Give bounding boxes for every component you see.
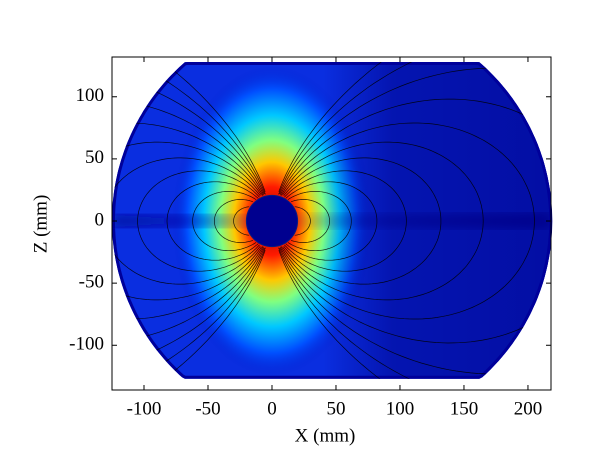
streamline: [233, 206, 250, 236]
streamline: [112, 141, 262, 301]
streamline: [279, 98, 553, 344]
field-null-band: [112, 214, 272, 228]
streamline: [112, 98, 264, 344]
field-null-band: [271, 213, 551, 229]
x-tick-label: 100: [386, 398, 415, 419]
streamline: [278, 62, 553, 379]
y-tick-label: -50: [79, 272, 104, 293]
streamline: [287, 191, 352, 252]
streamline: [279, 67, 553, 375]
streamline: [284, 170, 407, 272]
x-tick-label: 150: [450, 398, 479, 419]
streamline: [290, 199, 330, 243]
streamline: [137, 170, 260, 272]
streamline: [112, 157, 261, 285]
plot-frame: [111, 56, 552, 391]
y-tick-label: 100: [76, 85, 105, 106]
y-tick-label: -100: [69, 334, 104, 355]
y-axis-label: Z (mm): [30, 195, 51, 254]
streamline: [112, 67, 265, 375]
streamline: [112, 122, 264, 320]
x-tick-label: 200: [514, 398, 543, 419]
x-tick-label: 50: [326, 398, 345, 419]
streamline: [285, 181, 378, 261]
y-tick-label: 50: [85, 147, 104, 168]
x-axis-label: X (mm): [295, 425, 356, 446]
streamline: [294, 206, 311, 236]
streamline: [283, 157, 442, 285]
streamline: [282, 141, 484, 301]
source-disc: [245, 194, 299, 248]
streamline: [192, 191, 257, 252]
y-tick-label: 0: [95, 209, 105, 230]
streamline: [280, 122, 535, 320]
x-tick-label: 0: [267, 398, 277, 419]
streamline: [166, 181, 259, 261]
streamline: [214, 199, 254, 243]
axes: -100 -50 0 50 100 150 200 -100 -50 0 50 100: [69, 56, 552, 419]
x-tick-label: -50: [195, 398, 220, 419]
x-tick-label: -100: [127, 398, 162, 419]
